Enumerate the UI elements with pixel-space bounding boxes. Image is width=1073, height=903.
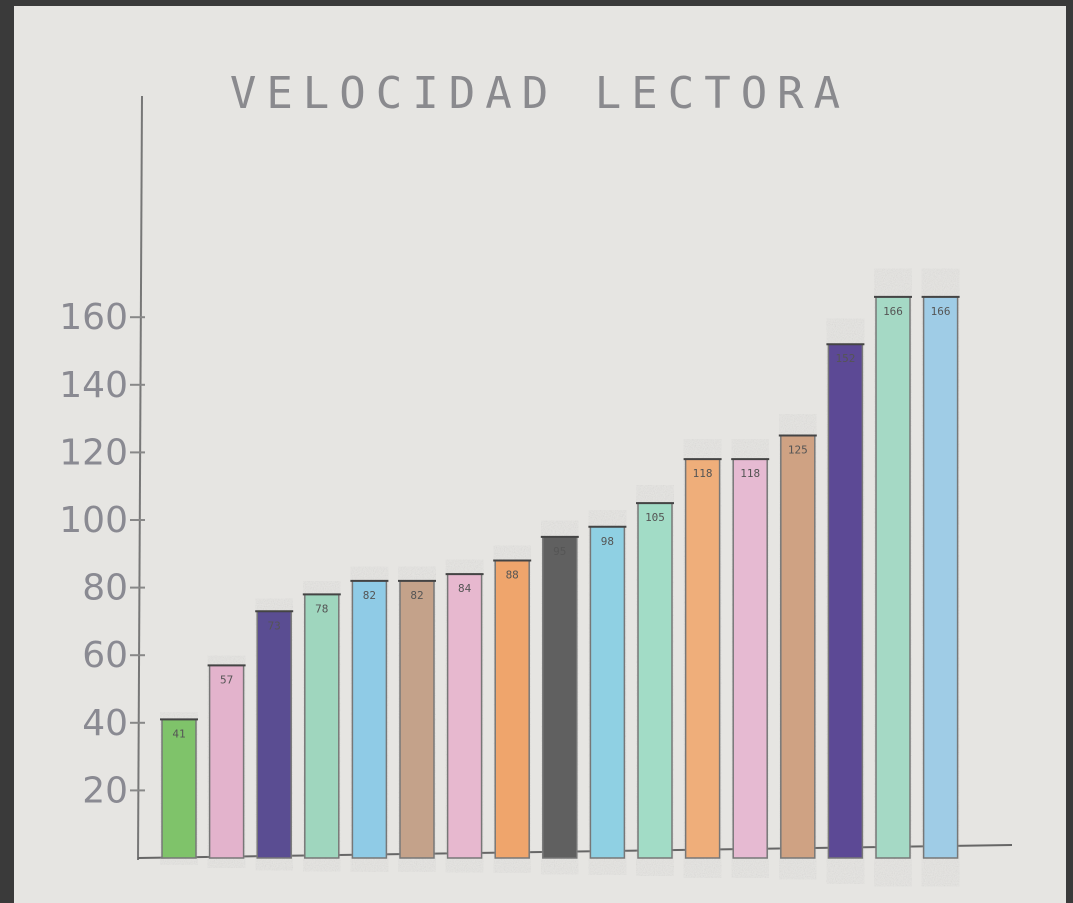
bar [446,573,483,859]
bar-value-label: 57 [220,673,233,686]
bar [922,296,959,859]
bar-value-label: 88 [506,569,519,582]
bar [208,664,245,859]
y-tick-label: 120 [59,432,128,473]
bar [684,458,721,859]
bar [827,343,864,859]
bar-value-label: 41 [172,727,185,740]
bar-value-label: 73 [268,619,281,632]
bar [780,434,816,859]
bar-value-label: 82 [410,589,423,602]
bar [542,536,578,859]
y-tick-label: 140 [59,365,128,406]
bar-value-label: 166 [883,305,903,318]
bar-value-label: 105 [645,511,665,524]
y-tick-label: 60 [82,635,128,676]
bar [256,610,292,859]
bar-value-label: 95 [553,545,566,558]
bar [589,526,626,859]
y-axis [137,95,143,861]
bar-value-label: 118 [740,467,760,480]
bar [399,580,435,859]
bar [637,502,673,859]
y-tick-label: 80 [82,568,128,609]
bar [875,296,911,859]
bar-value-label: 152 [835,352,855,365]
bar [351,580,388,859]
y-tick-label: 40 [82,703,128,744]
y-tick-label: 100 [59,500,128,541]
chart-title: VELOCIDAD LECTORA [230,68,850,119]
bar [732,458,768,859]
bar-value-label: 98 [601,535,614,548]
bar-value-label: 118 [693,467,713,480]
bar [161,718,197,859]
bar [304,593,340,859]
y-tick-label: 160 [59,297,128,338]
bar-value-label: 82 [363,589,376,602]
bar-value-label: 84 [458,582,472,595]
bar-value-label: 78 [315,602,328,615]
bar-value-label: 166 [931,305,951,318]
bar-value-label: 125 [788,444,808,457]
bar [494,559,530,859]
y-tick-label: 20 [82,770,128,811]
